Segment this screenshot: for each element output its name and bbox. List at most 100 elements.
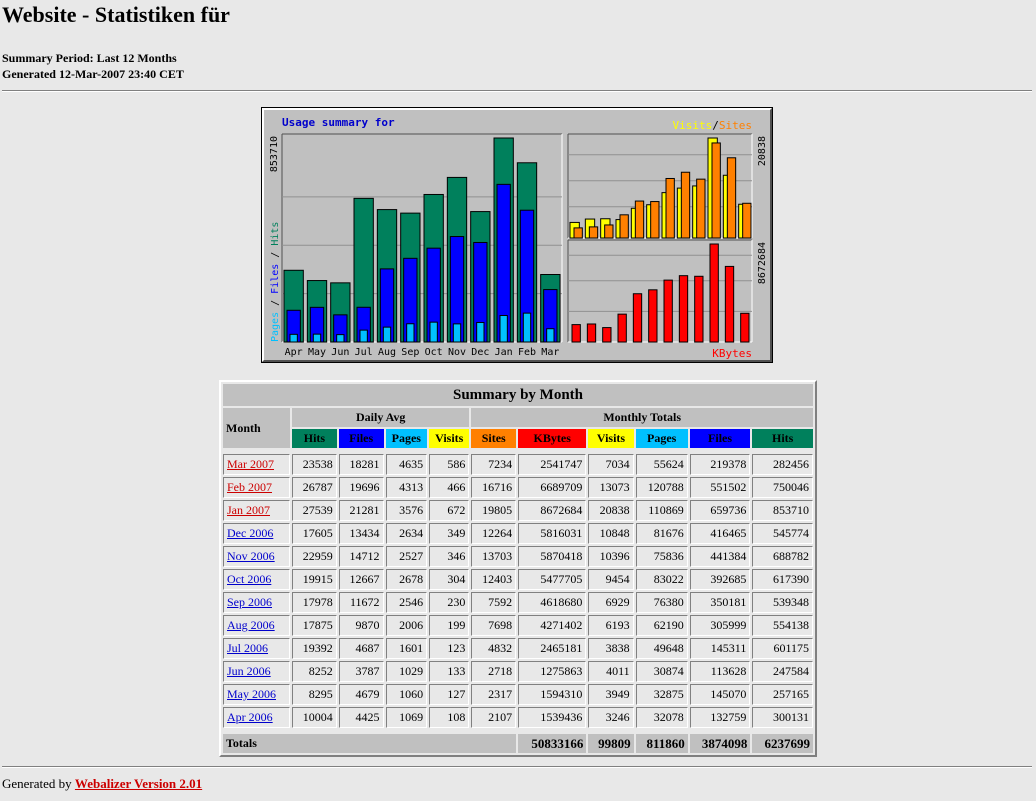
- generated-date: Generated 12-Mar-2007 23:40 CET: [2, 67, 184, 81]
- main-ylabel-part: /: [270, 246, 281, 264]
- cell-hits: 601175: [752, 638, 813, 659]
- bar-sites: [711, 142, 721, 239]
- cell-hits: 545774: [752, 523, 813, 544]
- cell-d-visits: 133: [429, 661, 470, 682]
- cell-visits: 7034: [588, 454, 634, 475]
- month-cell: Jul 2006: [223, 638, 291, 659]
- month-tick-label: Jun: [331, 347, 349, 358]
- divider-top: [2, 90, 1032, 92]
- cell-d-files: 11672: [338, 592, 384, 613]
- cell-files: 350181: [689, 592, 751, 613]
- separator: [223, 730, 813, 732]
- cell-d-hits: 8252: [292, 661, 337, 682]
- webalizer-link[interactable]: Webalizer Version 2.01: [74, 776, 203, 791]
- bar-sites: [742, 202, 752, 239]
- cell-d-visits: 199: [429, 615, 470, 636]
- cell-d-pages: 1601: [385, 638, 428, 659]
- bar-pages: [499, 315, 508, 343]
- cell-d-hits: 22959: [292, 546, 337, 567]
- month-link[interactable]: May 2006: [227, 687, 276, 701]
- cell-kbytes: 4618680: [518, 592, 587, 613]
- cell-kbytes: 1275863: [518, 661, 587, 682]
- bar-pages: [522, 312, 532, 343]
- totals-row: Totals 50833166 99809 811860 3874098 623…: [223, 734, 813, 753]
- col-monthly-files: Files: [689, 429, 751, 448]
- cell-hits: 750046: [752, 477, 813, 498]
- cell-d-pages: 4313: [385, 477, 428, 498]
- total-visits: 99809: [588, 734, 634, 753]
- bar-sites: [650, 201, 660, 239]
- bar-kbytes: [617, 313, 627, 343]
- month-tick-label: Apr: [285, 347, 303, 358]
- cell-d-pages: 3576: [385, 500, 428, 521]
- month-link[interactable]: Sep 2006: [227, 595, 272, 609]
- bar-pages: [452, 323, 462, 343]
- bar-kbytes: [709, 243, 719, 343]
- cell-hits: 257165: [752, 684, 813, 705]
- cell-d-visits: 346: [429, 546, 470, 567]
- cell-d-visits: 127: [429, 684, 470, 705]
- table-row: Jul 2006 19392 4687 1601 123 4832 2465181 3838 4…: [223, 638, 813, 659]
- cell-d-pages: 1069: [385, 707, 428, 728]
- total-pages: 811860: [635, 734, 688, 753]
- cell-d-files: 14712: [338, 546, 384, 567]
- cell-files: 132759: [689, 707, 751, 728]
- cell-sites: 2107: [471, 707, 517, 728]
- cell-hits: 554138: [752, 615, 813, 636]
- main-ylabel-part: Hits: [270, 222, 281, 246]
- cell-kbytes: 2541747: [518, 454, 587, 475]
- month-header: Month: [223, 408, 291, 448]
- cell-d-visits: 672: [429, 500, 470, 521]
- month-link[interactable]: Dec 2006: [227, 526, 274, 540]
- cell-kbytes: 1594310: [518, 684, 587, 705]
- cell-hits: 539348: [752, 592, 813, 613]
- month-link[interactable]: Nov 2006: [227, 549, 275, 563]
- table-row: Nov 2006 22959 14712 2527 346 13703 5870418 103…: [223, 546, 813, 567]
- cell-kbytes: 8672684: [518, 500, 587, 521]
- footer: Generated by Webalizer Version 2.01: [2, 776, 202, 792]
- cell-sites: 7698: [471, 615, 517, 636]
- table-row: Apr 2006 10004 4425 1069 108 2107 1539436 3246 3…: [223, 707, 813, 728]
- month-tick-label: Mar: [541, 347, 559, 358]
- legend-entry: /: [712, 119, 719, 132]
- month-tick-label: Sep: [401, 347, 419, 358]
- bar-kbytes: [602, 327, 612, 343]
- cell-d-files: 13434: [338, 523, 384, 544]
- col-monthly-pages: Pages: [635, 429, 688, 448]
- month-link[interactable]: Aug 2006: [227, 618, 275, 632]
- month-link[interactable]: Oct 2006: [227, 572, 272, 586]
- bar-pages: [336, 334, 345, 343]
- cell-visits: 10848: [588, 523, 634, 544]
- bar-pages: [429, 321, 438, 343]
- cell-kbytes: 4271402: [518, 615, 587, 636]
- main-ylabel: Pages / Files / Hits: [270, 222, 281, 342]
- cell-files: 113628: [689, 661, 751, 682]
- cell-d-files: 21281: [338, 500, 384, 521]
- month-cell: Jan 2007: [223, 500, 291, 521]
- month-link[interactable]: Feb 2007: [227, 480, 272, 494]
- month-link[interactable]: Jan 2007: [227, 503, 270, 517]
- cell-hits: 300131: [752, 707, 813, 728]
- cell-files: 441384: [689, 546, 751, 567]
- page-title: Website - Statistiken für: [2, 2, 230, 27]
- cell-visits: 3246: [588, 707, 634, 728]
- col-monthly-hits: Hits: [752, 429, 813, 448]
- main-ylabel-part: Files: [270, 264, 281, 294]
- cell-d-files: 12667: [338, 569, 384, 590]
- bar-pages: [382, 326, 392, 343]
- month-link[interactable]: Jun 2006: [227, 664, 271, 678]
- cell-pages: 32078: [635, 707, 688, 728]
- month-link[interactable]: Jul 2006: [227, 641, 269, 655]
- cell-d-hits: 26787: [292, 477, 337, 498]
- cell-d-pages: 1029: [385, 661, 428, 682]
- bar-sites: [588, 226, 599, 239]
- summary-table: Summary by Month Month Daily Avg Monthly…: [219, 380, 817, 757]
- cell-pages: 30874: [635, 661, 688, 682]
- visits-plot-area: [568, 134, 752, 238]
- bar-kbytes: [740, 312, 750, 343]
- month-link[interactable]: Mar 2007: [227, 457, 274, 471]
- cell-kbytes: 5870418: [518, 546, 587, 567]
- cell-sites: 16716: [471, 477, 517, 498]
- month-link[interactable]: Apr 2006: [227, 710, 273, 724]
- table-caption: Summary by Month: [223, 384, 813, 406]
